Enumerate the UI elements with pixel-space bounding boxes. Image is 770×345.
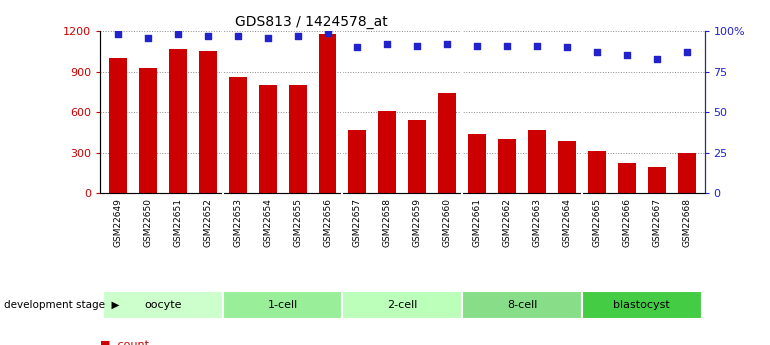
Text: GSM22658: GSM22658 <box>383 198 392 247</box>
Text: GSM22657: GSM22657 <box>353 198 362 247</box>
Point <box>471 43 484 48</box>
Point <box>591 49 603 55</box>
Bar <box>648 167 665 193</box>
Bar <box>462 291 582 319</box>
Text: GSM22662: GSM22662 <box>503 198 511 247</box>
Text: GSM22668: GSM22668 <box>682 198 691 247</box>
Text: GSM22660: GSM22660 <box>443 198 452 247</box>
Point <box>561 45 573 50</box>
Bar <box>139 68 157 193</box>
Text: ■  count: ■ count <box>100 340 149 345</box>
Point <box>621 52 633 58</box>
Point <box>202 33 214 39</box>
Text: blastocyst: blastocyst <box>614 300 670 310</box>
Point <box>411 43 424 48</box>
Text: GSM22656: GSM22656 <box>323 198 332 247</box>
Text: GSM22663: GSM22663 <box>533 198 541 247</box>
Bar <box>498 139 516 193</box>
Point <box>441 41 454 47</box>
Text: 1-cell: 1-cell <box>267 300 298 310</box>
Point <box>321 30 333 36</box>
Point <box>142 35 154 40</box>
Bar <box>229 77 246 193</box>
Bar <box>528 130 546 193</box>
Text: 8-cell: 8-cell <box>507 300 537 310</box>
Bar <box>109 58 127 193</box>
Text: GSM22665: GSM22665 <box>592 198 601 247</box>
Point <box>172 31 184 37</box>
Text: oocyte: oocyte <box>144 300 182 310</box>
Bar <box>378 111 397 193</box>
Bar <box>289 85 306 193</box>
Text: GSM22649: GSM22649 <box>113 198 122 247</box>
Bar <box>169 49 187 193</box>
Text: GSM22654: GSM22654 <box>263 198 272 247</box>
Bar <box>103 291 223 319</box>
Bar <box>438 93 456 193</box>
Text: GSM22659: GSM22659 <box>413 198 422 247</box>
Point <box>501 43 514 48</box>
Bar <box>558 140 576 193</box>
Bar <box>259 85 276 193</box>
Bar <box>582 291 701 319</box>
Bar <box>618 164 636 193</box>
Point <box>291 33 303 39</box>
Title: GDS813 / 1424578_at: GDS813 / 1424578_at <box>236 14 388 29</box>
Text: GSM22653: GSM22653 <box>233 198 243 247</box>
Point <box>651 56 663 61</box>
Text: GSM22664: GSM22664 <box>562 198 571 247</box>
Text: GSM22651: GSM22651 <box>173 198 182 247</box>
Bar <box>408 120 427 193</box>
Point <box>351 45 363 50</box>
Text: GSM22666: GSM22666 <box>622 198 631 247</box>
Text: development stage  ▶: development stage ▶ <box>4 300 119 310</box>
Text: 2-cell: 2-cell <box>387 300 417 310</box>
Text: GSM22655: GSM22655 <box>293 198 302 247</box>
Point <box>681 49 693 55</box>
Bar <box>349 130 367 193</box>
Bar <box>468 134 486 193</box>
Text: GSM22652: GSM22652 <box>203 198 213 247</box>
Point <box>381 41 393 47</box>
Text: GSM22661: GSM22661 <box>473 198 481 247</box>
Bar <box>588 151 606 193</box>
Bar <box>343 291 462 319</box>
Bar <box>678 152 695 193</box>
Point <box>232 33 244 39</box>
Bar <box>199 51 217 193</box>
Bar <box>319 34 336 193</box>
Bar <box>223 291 343 319</box>
Text: GSM22650: GSM22650 <box>143 198 152 247</box>
Text: GSM22667: GSM22667 <box>652 198 661 247</box>
Point <box>531 43 543 48</box>
Point <box>112 31 124 37</box>
Point <box>262 35 274 40</box>
